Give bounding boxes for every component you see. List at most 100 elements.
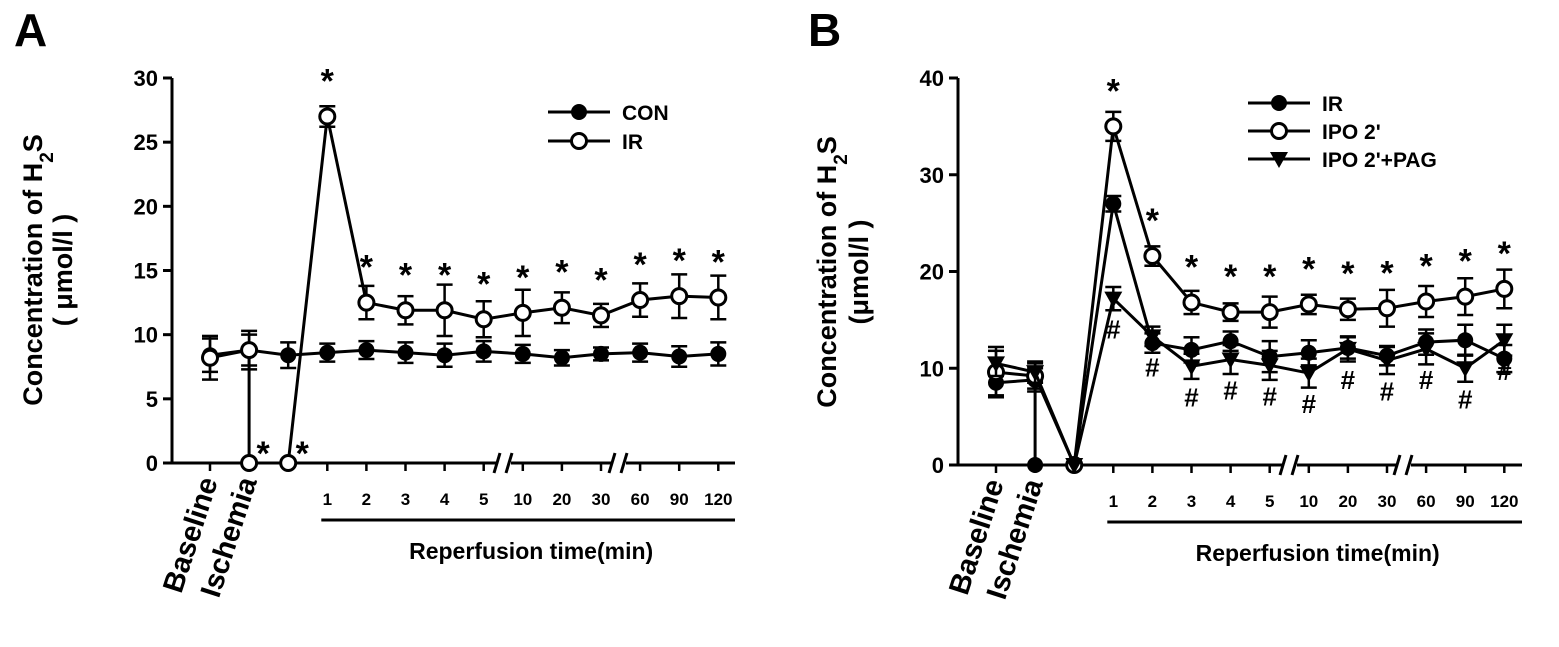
data-point xyxy=(435,301,454,320)
significance-star: * xyxy=(360,249,374,287)
data-point xyxy=(1299,295,1318,314)
data-point xyxy=(670,287,689,306)
data-point xyxy=(474,310,493,329)
y-axis-units: (μmol/l ) xyxy=(844,219,874,324)
significance-star: * xyxy=(1224,258,1238,296)
data-point xyxy=(1105,195,1122,212)
significance-star: * xyxy=(594,261,608,299)
y-tick-label: 5 xyxy=(146,387,158,412)
x-tick-label: 3 xyxy=(401,490,410,509)
x-tick-label: 10 xyxy=(513,490,532,509)
y-axis-title-main: Concentration of H xyxy=(812,165,842,408)
significance-star: * xyxy=(673,242,687,280)
series-con xyxy=(202,333,727,374)
x-tick-label: 120 xyxy=(1490,492,1518,511)
y-tick-label: 30 xyxy=(920,163,944,188)
y-tick-label: 30 xyxy=(134,66,158,91)
axis-break-mark xyxy=(1404,454,1414,476)
data-point xyxy=(1495,333,1514,350)
significance-star: * xyxy=(1263,258,1277,296)
significance-star: * xyxy=(399,256,413,294)
data-point xyxy=(1026,365,1045,382)
y-axis-title: Concentration of H2S xyxy=(812,136,852,408)
legend-label: IR xyxy=(1322,93,1343,116)
data-point xyxy=(710,345,727,362)
data-point xyxy=(1495,279,1514,298)
axis-break-mark xyxy=(619,452,629,474)
data-point xyxy=(1417,341,1436,358)
data-point xyxy=(631,291,650,310)
series-line xyxy=(209,116,719,465)
data-point xyxy=(318,107,337,126)
axis-break-mark xyxy=(1278,454,1288,476)
data-point xyxy=(279,454,298,472)
x-tick-label: 2 xyxy=(1148,492,1157,511)
data-point xyxy=(1378,299,1396,318)
data-point xyxy=(201,348,219,367)
x-tick-label: 90 xyxy=(670,490,689,509)
x-tick-label: 4 xyxy=(1226,492,1236,511)
significance-hash: # xyxy=(1419,365,1434,395)
panel-b-chart: B 0 10 20 30 40 1 2 3 4 5 10 20 30 60 90 120 Reperfusion … xyxy=(808,4,1522,603)
data-point xyxy=(1417,292,1436,311)
significance-hash: # xyxy=(1106,315,1121,345)
data-point xyxy=(593,345,609,362)
significance-star: * xyxy=(477,265,491,303)
data-point xyxy=(709,288,728,307)
y-tick-label: 10 xyxy=(134,323,158,348)
significance-hash: # xyxy=(1145,352,1160,382)
data-point xyxy=(1260,358,1279,375)
data-point xyxy=(358,342,375,359)
x-tick-label: 10 xyxy=(1299,492,1318,511)
panel-letter: A xyxy=(14,4,47,56)
data-point xyxy=(671,348,688,365)
data-point xyxy=(1260,303,1279,322)
y-axis-title-tail: S xyxy=(812,136,842,154)
data-point xyxy=(1182,359,1201,376)
data-point xyxy=(592,306,610,325)
y-axis-title-subscript: 2 xyxy=(831,154,852,165)
series-ipo-2- xyxy=(987,110,1514,474)
y-tick-label: 20 xyxy=(134,194,158,219)
legend-marker xyxy=(1270,122,1288,140)
x-tick-label: 20 xyxy=(1338,492,1357,511)
series-line xyxy=(995,295,1506,470)
x-tick-label: 1 xyxy=(323,490,332,509)
data-point xyxy=(552,298,571,317)
x-axis-title: Reperfusion time(min) xyxy=(1196,540,1440,566)
data-point xyxy=(1065,458,1084,474)
legend-marker xyxy=(571,104,587,120)
data-point xyxy=(1143,247,1162,266)
legend-marker xyxy=(570,132,588,150)
data-point xyxy=(1299,366,1318,383)
y-axis-units: ( μmol/l ) xyxy=(48,214,78,327)
significance-hash: # xyxy=(1497,356,1512,386)
legend-marker xyxy=(1270,152,1288,168)
x-tick-label: 20 xyxy=(552,490,571,509)
y-tick-label: 20 xyxy=(920,260,944,285)
y-tick-label: 15 xyxy=(134,259,158,284)
axis-break-mark xyxy=(504,452,514,474)
x-tick-label: 60 xyxy=(631,490,650,509)
data-point xyxy=(1456,287,1475,306)
data-point xyxy=(632,344,649,361)
legend-label: CON xyxy=(622,102,669,125)
data-point xyxy=(987,356,1005,373)
data-point xyxy=(436,347,453,364)
significance-star: * xyxy=(712,243,726,281)
x-tick-label: 1 xyxy=(1109,492,1118,511)
significance-hash: # xyxy=(1302,389,1317,419)
significance-star: * xyxy=(1380,254,1394,292)
series-ipo-2-pag xyxy=(987,285,1514,474)
data-point xyxy=(475,343,492,360)
data-point xyxy=(1300,344,1317,361)
y-axis-title-subscript: 2 xyxy=(37,152,58,163)
significance-star: * xyxy=(1107,72,1121,110)
significance-hash: # xyxy=(1380,377,1395,407)
y-axis-title-main: Concentration of H xyxy=(18,163,48,406)
data-point xyxy=(1104,291,1123,308)
x-axis-title: Reperfusion time(min) xyxy=(409,538,653,564)
significance-hash: # xyxy=(1458,384,1473,414)
axis-break-mark xyxy=(492,452,502,474)
